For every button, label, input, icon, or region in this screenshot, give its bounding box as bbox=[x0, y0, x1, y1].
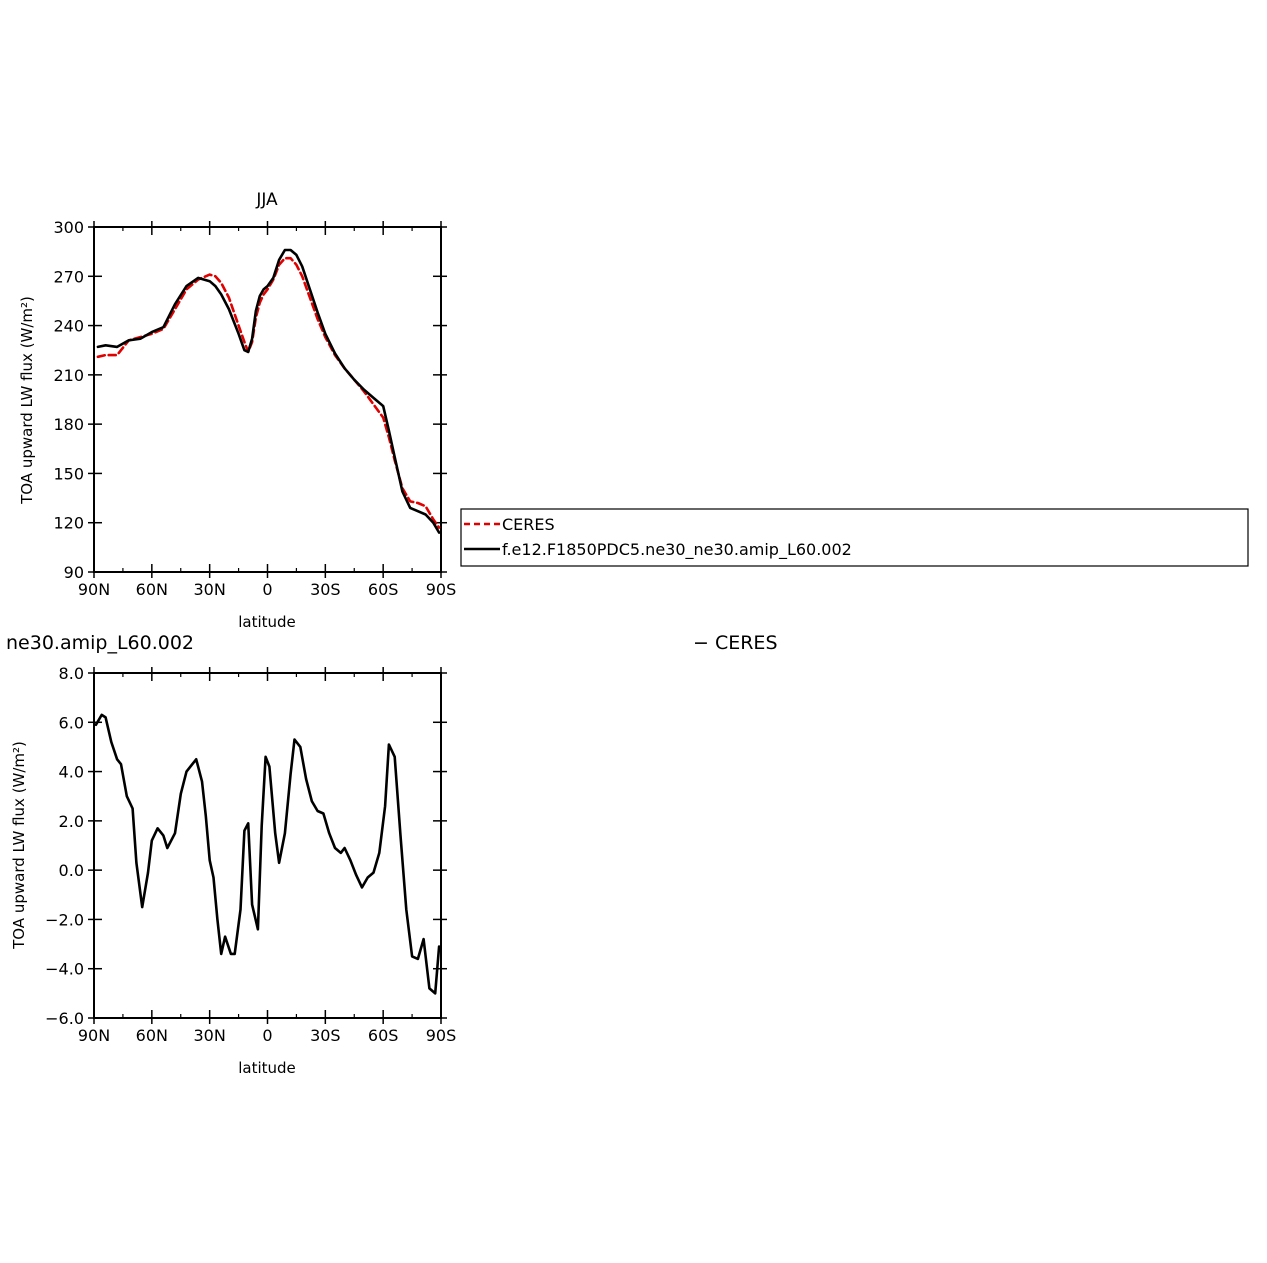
x-tick-label: 60N bbox=[136, 580, 168, 599]
bottom-x-tick-labels: 90N 60N 30N 0 30S 60S 90S bbox=[78, 1026, 456, 1045]
x-tick-label: 90S bbox=[426, 1026, 457, 1045]
legend: CERES f.e12.F1850PDC5.ne30_ne30.amip_L60… bbox=[460, 508, 1249, 567]
y-tick-label: 150 bbox=[53, 464, 84, 483]
y-tick-label: 270 bbox=[53, 267, 84, 286]
top-plot-frame bbox=[93, 226, 442, 573]
legend-model-label: f.e12.F1850PDC5.ne30_ne30.amip_L60.002 bbox=[502, 540, 852, 560]
x-tick-label: 60S bbox=[368, 580, 399, 599]
top-y-axis-label: TOA upward LW flux (W/m²) bbox=[18, 296, 36, 505]
y-tick-label: 2.0 bbox=[59, 812, 84, 831]
x-tick-label: 90N bbox=[78, 580, 110, 599]
y-tick-label: 300 bbox=[53, 218, 84, 237]
bottom-plot-frame bbox=[93, 672, 442, 1019]
legend-box bbox=[460, 508, 1249, 567]
bot-series-line-0 bbox=[94, 713, 441, 995]
y-tick-label: 240 bbox=[53, 317, 84, 336]
bottom-panel: ne30.amip_L60.002 − CERES −6.0 −4.0 −2.0 0.… bbox=[6, 632, 778, 1077]
y-tick-label: −2.0 bbox=[45, 910, 84, 929]
y-tick-label: 0.0 bbox=[59, 861, 84, 880]
x-tick-label: 30S bbox=[310, 1026, 341, 1045]
y-tick-label: 4.0 bbox=[59, 763, 84, 782]
x-tick-label: 30S bbox=[310, 580, 341, 599]
y-tick-label: −6.0 bbox=[45, 1009, 84, 1028]
x-tick-label: 0 bbox=[262, 1026, 272, 1045]
top-panel: JJA 90 120 150 180 210 240 270 300 90N 60N 30N 0 30… bbox=[18, 190, 456, 631]
y-tick-label: 120 bbox=[53, 514, 84, 533]
y-tick-label: 90 bbox=[64, 563, 84, 582]
y-tick-label: 8.0 bbox=[59, 664, 84, 683]
bottom-y-axis-label: TOA upward LW flux (W/m²) bbox=[10, 741, 28, 950]
legend-ceres-label: CERES bbox=[502, 515, 555, 534]
y-tick-label: 180 bbox=[53, 415, 84, 434]
bottom-x-axis-label: latitude bbox=[238, 1059, 296, 1077]
top-tick-marks bbox=[88, 221, 447, 578]
bottom-title-right: − CERES bbox=[693, 632, 778, 654]
x-tick-label: 90N bbox=[78, 1026, 110, 1045]
top-x-tick-labels: 90N 60N 30N 0 30S 60S 90S bbox=[78, 580, 456, 599]
x-tick-label: 30N bbox=[194, 1026, 226, 1045]
x-tick-label: 30N bbox=[194, 580, 226, 599]
x-tick-label: 60S bbox=[368, 1026, 399, 1045]
top-series-line-0 bbox=[96, 256, 441, 529]
y-tick-label: 6.0 bbox=[59, 713, 84, 732]
top-x-axis-label: latitude bbox=[238, 613, 296, 631]
top-series-line-1 bbox=[96, 248, 441, 534]
x-tick-label: 0 bbox=[262, 580, 272, 599]
bottom-tick-marks bbox=[88, 667, 447, 1024]
top-series-group bbox=[96, 248, 441, 534]
bottom-series-group bbox=[94, 713, 441, 995]
bottom-y-tick-labels: −6.0 −4.0 −2.0 0.0 2.0 4.0 6.0 8.0 bbox=[45, 664, 84, 1028]
y-tick-label: 210 bbox=[53, 366, 84, 385]
y-tick-label: −4.0 bbox=[45, 960, 84, 979]
x-tick-label: 90S bbox=[426, 580, 457, 599]
top-title: JJA bbox=[255, 190, 278, 210]
bottom-title-left: ne30.amip_L60.002 bbox=[6, 632, 194, 654]
top-y-tick-labels: 90 120 150 180 210 240 270 300 bbox=[53, 218, 84, 582]
x-tick-label: 60N bbox=[136, 1026, 168, 1045]
